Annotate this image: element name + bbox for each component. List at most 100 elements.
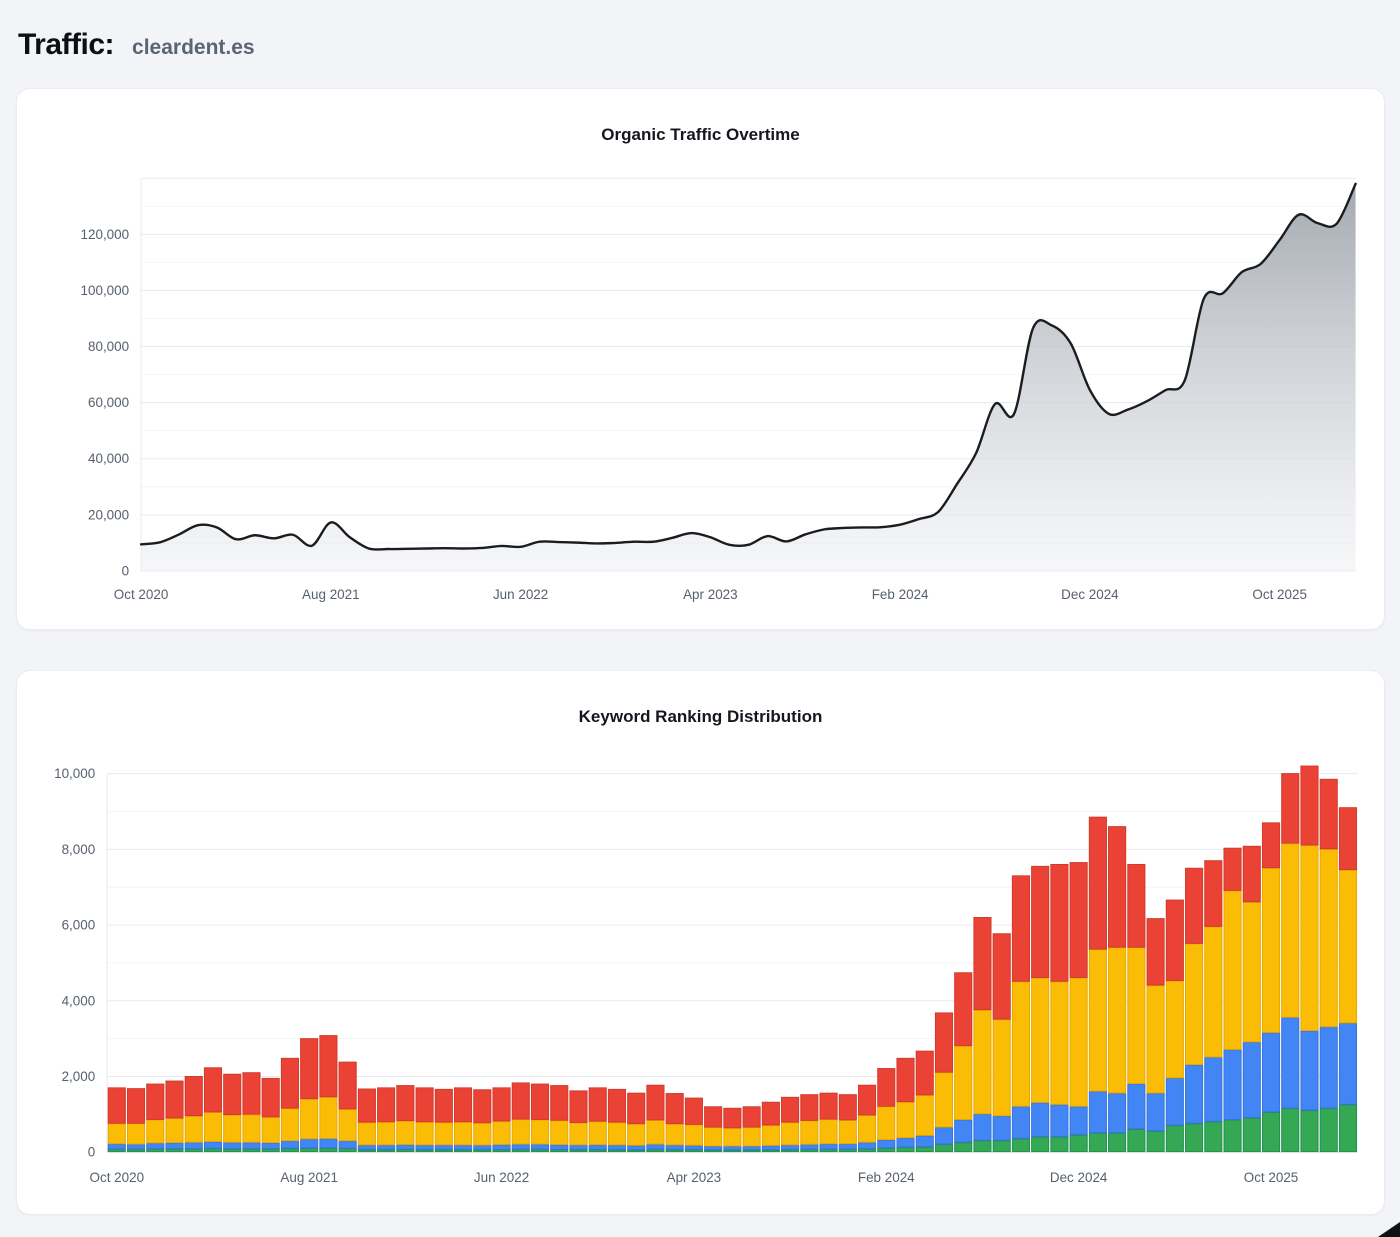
svg-text:Dec 2024: Dec 2024	[1061, 587, 1119, 602]
bar-stack[interactable]	[1281, 773, 1300, 1153]
bar-stack[interactable]	[857, 1084, 877, 1153]
bar-stack[interactable]	[1069, 862, 1088, 1153]
bar-stack[interactable]	[319, 1035, 338, 1153]
bar-stack[interactable]	[357, 1088, 376, 1153]
bar-stack[interactable]	[973, 916, 992, 1153]
bar-stack[interactable]	[203, 1067, 223, 1153]
bar-stack[interactable]	[242, 1072, 261, 1153]
bar-stack[interactable]	[627, 1092, 646, 1153]
bar-stack[interactable]	[453, 1087, 473, 1153]
keyword-ranking-chart[interactable]: 0 2,000 4,000 6,000 8,000 10,000 Oct 2020 Aug 2…	[17, 671, 1384, 1214]
bar-stack[interactable]	[1223, 847, 1242, 1153]
bar-segment-red	[1223, 847, 1242, 891]
bar-stack[interactable]	[992, 933, 1011, 1153]
bar-stack[interactable]	[184, 1076, 203, 1153]
bar-stack[interactable]	[1146, 918, 1165, 1153]
bar-stack[interactable]	[1338, 807, 1358, 1153]
bar-segment-yellow	[1088, 949, 1107, 1092]
bar-stack[interactable]	[1050, 863, 1069, 1153]
bar-stack[interactable]	[569, 1090, 588, 1153]
bar-stack[interactable]	[1165, 899, 1184, 1153]
bar-stack[interactable]	[704, 1106, 723, 1153]
bar-segment-red	[761, 1101, 780, 1126]
bar-segment-red	[1204, 860, 1223, 927]
bar-stack[interactable]	[261, 1077, 280, 1153]
bar-stack[interactable]	[742, 1106, 761, 1153]
organic-traffic-chart[interactable]: 020,00040,00060,00080,000100,000120,000O…	[17, 89, 1384, 629]
bar-stack[interactable]	[530, 1083, 550, 1153]
bars[interactable]	[107, 765, 1358, 1153]
bar-segment-green	[1319, 1108, 1338, 1153]
bar-segment-yellow	[434, 1122, 453, 1146]
bar-segment-blue	[453, 1144, 473, 1150]
bar-stack[interactable]	[550, 1085, 569, 1153]
bar-segment-yellow	[1338, 869, 1358, 1024]
bar-stack[interactable]	[781, 1096, 800, 1153]
svg-text:Oct 2025: Oct 2025	[1244, 1170, 1299, 1185]
bar-stack[interactable]	[415, 1087, 434, 1153]
bar-stack[interactable]	[954, 972, 973, 1153]
bar-stack[interactable]	[300, 1038, 319, 1153]
bar-segment-yellow	[453, 1121, 473, 1146]
bar-stack[interactable]	[915, 1050, 934, 1153]
bar-stack[interactable]	[1031, 865, 1050, 1153]
bar-segment-yellow	[146, 1119, 165, 1144]
bar-segment-green	[1165, 1125, 1184, 1153]
bar-stack[interactable]	[1108, 826, 1127, 1153]
bar-stack[interactable]	[723, 1107, 742, 1153]
bar-stack[interactable]	[684, 1097, 703, 1153]
bar-stack[interactable]	[1184, 867, 1204, 1153]
bar-stack[interactable]	[107, 1087, 126, 1153]
bar-stack[interactable]	[1319, 778, 1338, 1153]
bar-stack[interactable]	[492, 1087, 511, 1153]
bar-segment-yellow	[1165, 980, 1184, 1079]
bar-segment-green	[1146, 1130, 1165, 1153]
bar-stack[interactable]	[1088, 816, 1107, 1153]
keyword-ranking-title: Keyword Ranking Distribution	[578, 707, 823, 726]
bar-segment-yellow	[761, 1125, 780, 1146]
bar-stack[interactable]	[877, 1068, 896, 1153]
bar-stack[interactable]	[146, 1083, 165, 1153]
bar-stack[interactable]	[280, 1057, 299, 1153]
bar-segment-red	[742, 1106, 761, 1128]
bar-stack[interactable]	[934, 1012, 954, 1153]
bar-stack[interactable]	[761, 1101, 780, 1153]
bar-stack[interactable]	[819, 1092, 838, 1153]
bar-stack[interactable]	[665, 1093, 684, 1153]
bar-segment-blue	[800, 1144, 819, 1150]
bar-segment-yellow	[319, 1096, 338, 1139]
bar-segment-red	[530, 1083, 550, 1120]
bar-segment-green	[627, 1149, 646, 1153]
bar-stack[interactable]	[1300, 765, 1319, 1153]
bar-stack[interactable]	[338, 1061, 357, 1153]
svg-text:80,000: 80,000	[88, 339, 129, 354]
svg-text:4,000: 4,000	[62, 993, 96, 1008]
bar-stack[interactable]	[1261, 822, 1281, 1153]
bar-stack[interactable]	[377, 1087, 396, 1153]
bar-segment-blue	[377, 1144, 396, 1150]
bar-stack[interactable]	[473, 1089, 492, 1153]
bar-stack[interactable]	[1242, 845, 1261, 1153]
traffic-line[interactable]	[139, 182, 1357, 551]
bar-stack[interactable]	[396, 1085, 415, 1153]
bar-stack[interactable]	[126, 1088, 146, 1153]
bar-segment-yellow	[107, 1123, 126, 1145]
bar-stack[interactable]	[800, 1094, 819, 1153]
bar-stack[interactable]	[896, 1057, 915, 1153]
bar-stack[interactable]	[1204, 860, 1223, 1153]
bar-stack[interactable]	[165, 1080, 184, 1153]
bar-segment-yellow	[203, 1111, 223, 1142]
bar-stack[interactable]	[223, 1073, 242, 1153]
bar-segment-blue	[857, 1142, 877, 1150]
bar-stack[interactable]	[1011, 875, 1031, 1153]
bar-stack[interactable]	[1127, 863, 1146, 1153]
bar-stack[interactable]	[838, 1094, 857, 1153]
bar-stack[interactable]	[588, 1087, 607, 1153]
bar-stack[interactable]	[646, 1084, 665, 1153]
bar-stack[interactable]	[511, 1082, 530, 1153]
bar-segment-red	[1031, 865, 1050, 978]
bar-stack[interactable]	[607, 1088, 627, 1153]
bar-stack[interactable]	[434, 1088, 453, 1153]
bar-segment-green	[1261, 1111, 1281, 1153]
